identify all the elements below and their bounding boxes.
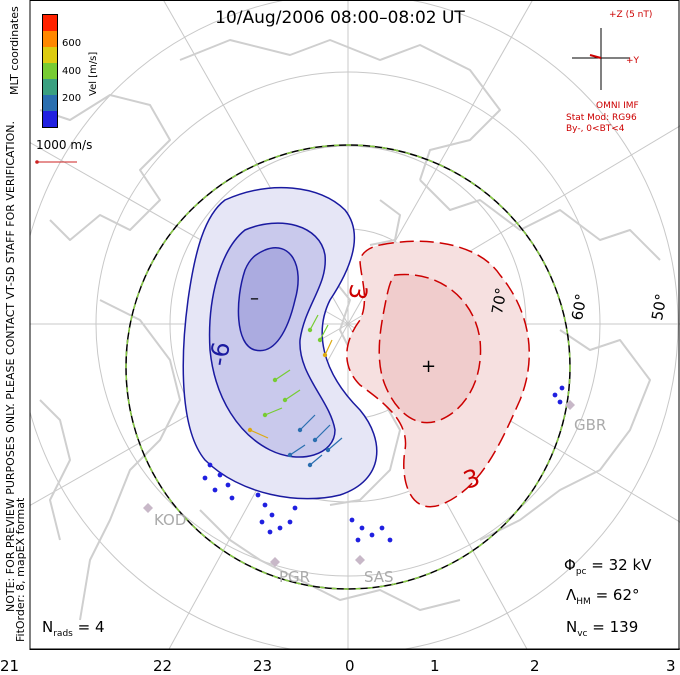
hm-boundary-dash — [125, 144, 571, 590]
station-pgr: PGR — [279, 568, 311, 586]
velocity-colorbar — [42, 14, 58, 128]
mlt-tick-0: 0 — [345, 657, 355, 675]
hm-latitude: ΛHM = 62° — [566, 586, 640, 607]
colorbar-tick-400: 400 — [62, 66, 82, 77]
station-kod: KOD — [154, 511, 187, 529]
fit-order-note: FitOrder: 8, mapEX format — [14, 497, 27, 642]
mlt-tick-22: 22 — [153, 657, 173, 675]
mlt-tick-23: 23 — [253, 657, 273, 675]
cross-polar-potential: Φpc = 32 kV — [564, 556, 652, 577]
mlt-tick-21: 21 — [0, 657, 20, 675]
ref-vector-origin — [35, 160, 39, 164]
neg-contour-label: -6 — [204, 339, 236, 369]
imf-condition: By-, 0<BT<4 — [566, 124, 625, 134]
colorbar-tick-600: 600 — [62, 38, 82, 49]
neg-cell-center: – — [250, 288, 259, 309]
imf-model: Stat Mod: RG96 — [566, 113, 637, 123]
mlt-tick-2: 2 — [530, 657, 540, 675]
colorbar-segment — [43, 95, 57, 111]
ref-vector-label: 1000 m/s — [36, 138, 93, 152]
colorbar-label: Vel [m/s] — [88, 51, 99, 96]
station-markers — [143, 400, 575, 567]
colorbar-segment — [43, 47, 57, 63]
negative-potential-cell — [182, 186, 378, 500]
imf-bz-label: +Z (5 nT) — [609, 10, 653, 20]
mlt-tick-3: 3 — [666, 657, 676, 675]
station-gbr: GBR — [574, 416, 607, 434]
pos-cell-center: + — [421, 356, 437, 377]
map-title: 10/Aug/2006 08:00–08:02 UT — [215, 8, 465, 28]
imf-clock-dial — [572, 28, 630, 90]
colorbar-segment — [43, 111, 57, 127]
imf-vector — [589, 54, 602, 59]
colorbar-segment — [43, 15, 57, 31]
colorbar-tick-200: 200 — [62, 93, 82, 104]
colorbar-segment — [43, 31, 57, 47]
mlt-tick-1: 1 — [430, 657, 440, 675]
coastlines — [39, 39, 661, 621]
colorbar-segment — [43, 79, 57, 95]
imf-by-label: +Y — [626, 56, 640, 66]
imf-source: OMNI IMF — [596, 101, 639, 111]
plot-frame — [29, 0, 680, 650]
velocity-vectors — [202, 314, 565, 543]
vector-count: Nvc = 139 — [566, 618, 639, 639]
colorbar-segment — [43, 63, 57, 79]
radar-count: Nrads = 4 — [42, 618, 105, 639]
positive-potential-cell — [346, 240, 531, 508]
station-sas: SAS — [364, 568, 394, 586]
